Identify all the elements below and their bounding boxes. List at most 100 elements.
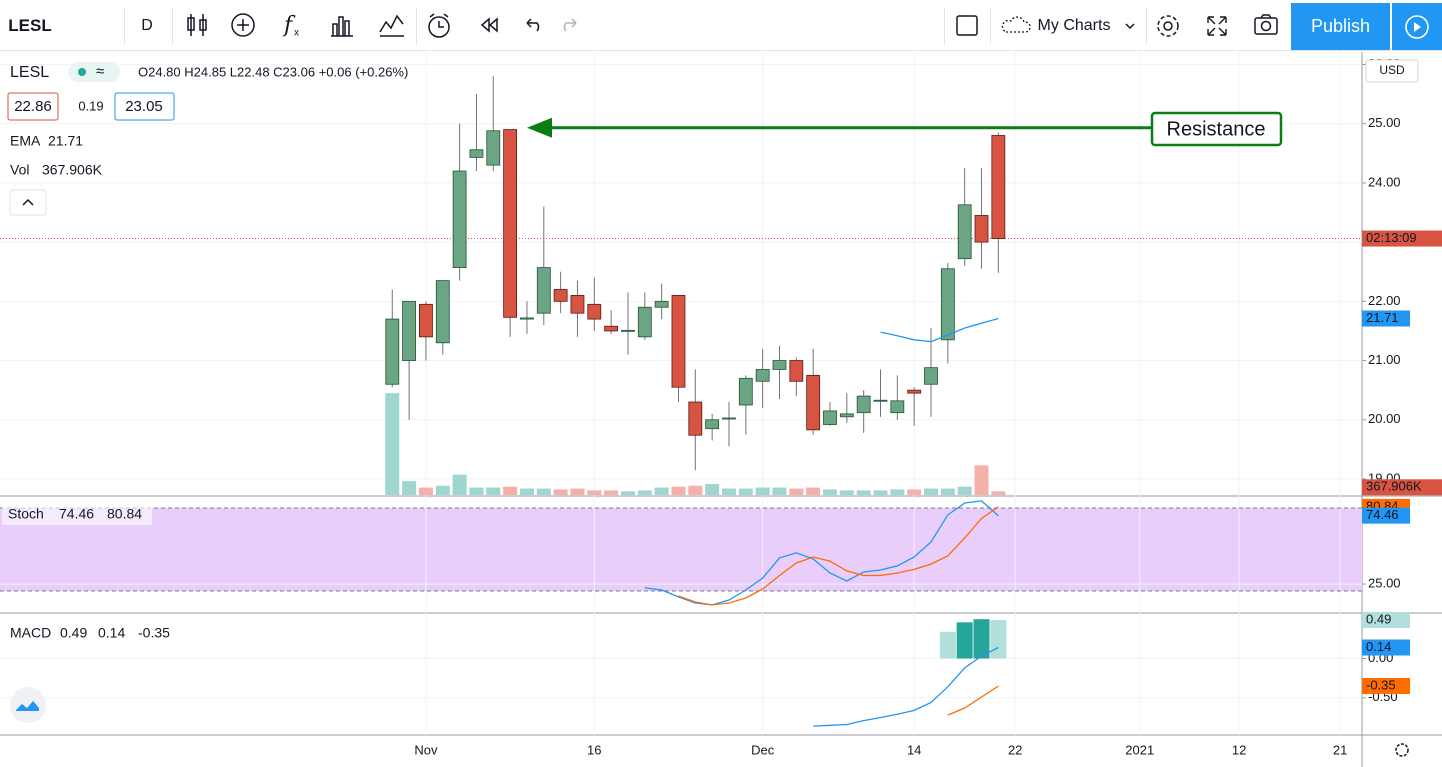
separator [416, 8, 417, 44]
histogram-bar [956, 622, 973, 659]
candle-body [503, 129, 518, 318]
compare-icon[interactable] [226, 0, 260, 51]
publish-button[interactable]: Publish [1291, 3, 1390, 50]
volume-bar [637, 490, 652, 495]
x-tick-label: 16 [587, 742, 601, 757]
settings-gear[interactable] [1395, 743, 1409, 757]
candle-body [671, 295, 686, 388]
candle-body [755, 369, 770, 382]
resistance-label: Resistance [1167, 118, 1266, 140]
candle-body [940, 268, 955, 341]
replay-icon[interactable] [472, 0, 506, 51]
separator [124, 8, 125, 44]
legend-value: 0.49 [60, 625, 87, 641]
macd-line [947, 685, 999, 716]
cloud-icon[interactable] [998, 0, 1032, 51]
undo-icon[interactable] [517, 0, 551, 51]
candle-body [621, 329, 635, 332]
y-tick-label: 21.00 [1368, 352, 1401, 367]
volume-bar [688, 485, 703, 495]
x-tick-label: 21 [1333, 742, 1347, 757]
legend-symbol: LESL [10, 64, 49, 81]
x-tick-label: Nov [414, 742, 438, 757]
interval-button[interactable]: D [141, 16, 153, 34]
fullscreen-icon[interactable] [1200, 0, 1234, 51]
candle-body [823, 410, 837, 425]
candle-body [806, 374, 821, 431]
candle-body [402, 300, 417, 361]
x-tick-label: 22 [1008, 742, 1022, 757]
y-tick-label: 24.00 [1368, 174, 1401, 189]
ema-legend-value: 21.71 [48, 133, 83, 149]
templates-icon[interactable] [324, 0, 358, 51]
candle-body [637, 306, 652, 338]
candle-body [974, 215, 989, 243]
layout-icon[interactable] [950, 0, 984, 51]
candle-body [452, 170, 467, 268]
volume-bar [839, 490, 854, 495]
volume-bar [957, 486, 972, 495]
legend-name: MACD [10, 625, 51, 641]
legend-value: 0.14 [98, 625, 125, 641]
volume-bar [620, 491, 635, 495]
price-badge-label: 0.14 [1366, 639, 1391, 654]
stoch-line [678, 506, 999, 606]
snapshot-icon[interactable] [1249, 0, 1283, 51]
y-tick-label: 20.00 [1368, 411, 1401, 426]
dropdown-icon[interactable] [1120, 0, 1140, 51]
price-badge-label: 02:13:09 [1366, 230, 1417, 245]
grid [0, 52, 1362, 735]
currency-box [1365, 59, 1419, 83]
volume-bar [721, 488, 736, 495]
settings-icon[interactable] [1151, 0, 1185, 51]
volume-bar [469, 487, 484, 495]
price-badge [1362, 678, 1410, 695]
candle-body [991, 135, 1006, 239]
candle-body [654, 300, 669, 308]
volume-bar [402, 481, 417, 495]
redo-icon[interactable] [552, 0, 586, 51]
candle-body [520, 317, 534, 320]
volume-bar [503, 486, 518, 495]
ideas-icon[interactable] [374, 0, 408, 51]
visibility-toggle[interactable] [68, 62, 120, 82]
chart-type-icon[interactable] [180, 0, 214, 51]
ask-box [114, 92, 175, 121]
candle-body [419, 303, 433, 338]
price-badge [1362, 310, 1410, 327]
candle-body [839, 413, 854, 418]
bid-box [7, 92, 59, 121]
volume-bar [486, 487, 501, 495]
x-tick-label: 14 [907, 742, 921, 757]
logo-wave [16, 701, 39, 711]
eye-icon [78, 68, 86, 76]
macd-line [813, 646, 999, 727]
volume-bar [907, 489, 922, 495]
my-charts-button[interactable]: My Charts [1037, 16, 1111, 34]
candle-body [738, 377, 753, 406]
price-badge-label: 0.49 [1366, 611, 1391, 626]
candle-body [587, 303, 602, 320]
alert-icon[interactable] [422, 0, 456, 51]
separator [172, 8, 173, 44]
logo[interactable] [10, 687, 46, 723]
volume-bar [772, 487, 787, 495]
candle-body [772, 360, 787, 370]
labels: Nov 16 Dec 14 22 2021 12 21 Resistance LESL ≈ O24.8… [2, 62, 1347, 757]
y-tick-label: 25.00 [1368, 576, 1401, 591]
candle-body [553, 289, 568, 302]
volume-bar [671, 486, 686, 495]
play-button[interactable] [1392, 3, 1442, 50]
symbol-button[interactable]: LESL [8, 15, 52, 35]
play-icon [1405, 14, 1429, 39]
candle-body [924, 367, 938, 385]
price-badge [1362, 479, 1442, 496]
legend-name: Stoch [8, 506, 44, 522]
candle-body [570, 295, 585, 314]
collapse-button[interactable] [9, 189, 47, 216]
candle-body [957, 204, 972, 260]
volume-bar [604, 490, 619, 495]
